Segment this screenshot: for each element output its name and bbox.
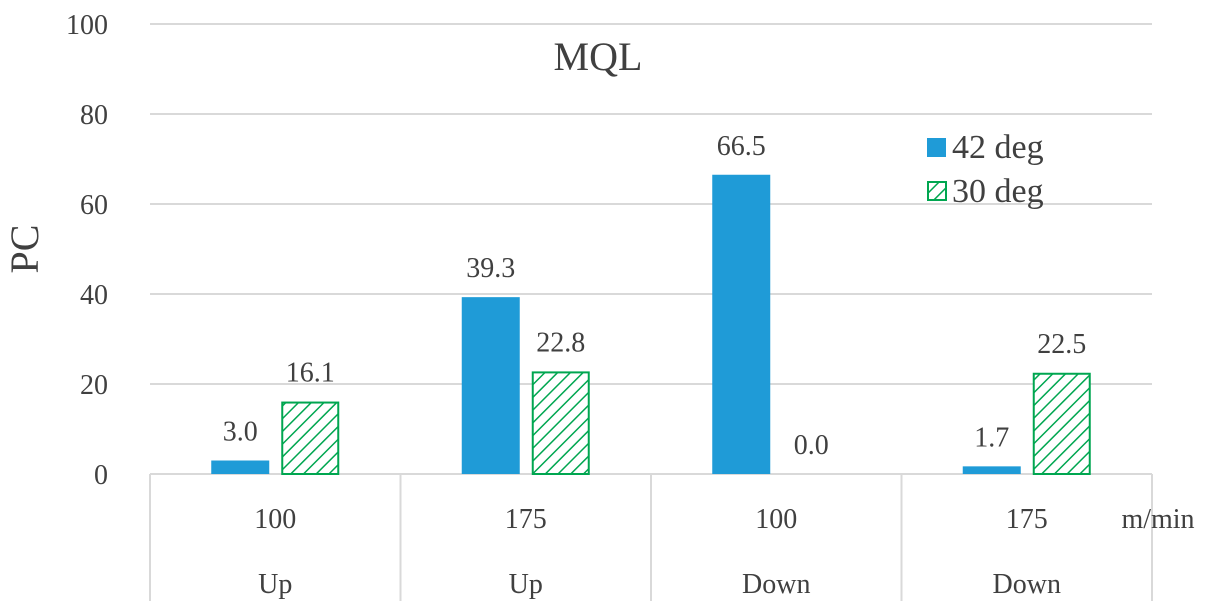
bar-42-deg [211,460,270,474]
y-tick-label: 20 [80,370,108,401]
x-tick-direction: Up [509,569,543,600]
x-axis-label: m/min [1121,504,1194,535]
legend-swatch-30-deg [927,181,947,201]
legend-label-42-deg: 42 deg [952,129,1044,166]
data-labels: 3.0 39.3 66.5 1.7 16.1 22.8 0.0 22.5 [223,131,1087,461]
data-label: 39.3 [466,253,515,284]
data-label: 0.0 [794,430,829,461]
data-label: 66.5 [717,131,766,162]
bar-42-deg [962,466,1021,474]
legend-swatch-42-deg [927,138,946,157]
data-label: 22.8 [536,327,585,358]
x-tick-direction: Down [993,569,1061,600]
y-tick-label: 100 [66,10,108,41]
y-tick-label: 0 [94,460,108,491]
bar-30-deg [1032,372,1091,475]
data-label: 22.5 [1037,329,1086,360]
y-tick-label: 60 [80,190,108,221]
bar-42-deg [461,297,520,474]
y-tick-label: 40 [80,280,108,311]
bars [211,174,1091,475]
bar-42-deg [712,174,771,474]
legend-label-30-deg: 30 deg [952,173,1044,210]
y-tick-label: 80 [80,100,108,131]
legend: 42 deg 30 deg [927,129,1044,210]
data-label: 3.0 [223,417,258,448]
grid-lines [150,23,1152,385]
data-label: 1.7 [974,422,1009,453]
x-tick-speed: 100 [254,504,296,535]
axes: 0 20 40 60 80 100 100 Up 175 Up 100 Down 175 Down [66,10,1153,601]
x-tick-direction: Down [742,569,810,600]
bar-30-deg [531,371,590,475]
data-label: 16.1 [286,358,335,389]
y-axis-label: PC [2,225,47,274]
x-tick-speed: 175 [1006,504,1048,535]
bar-30-deg [281,401,340,475]
x-tick-speed: 100 [755,504,797,535]
chart-title: MQL [554,34,643,79]
x-tick-direction: Up [258,569,292,600]
x-tick-speed: 175 [505,504,547,535]
